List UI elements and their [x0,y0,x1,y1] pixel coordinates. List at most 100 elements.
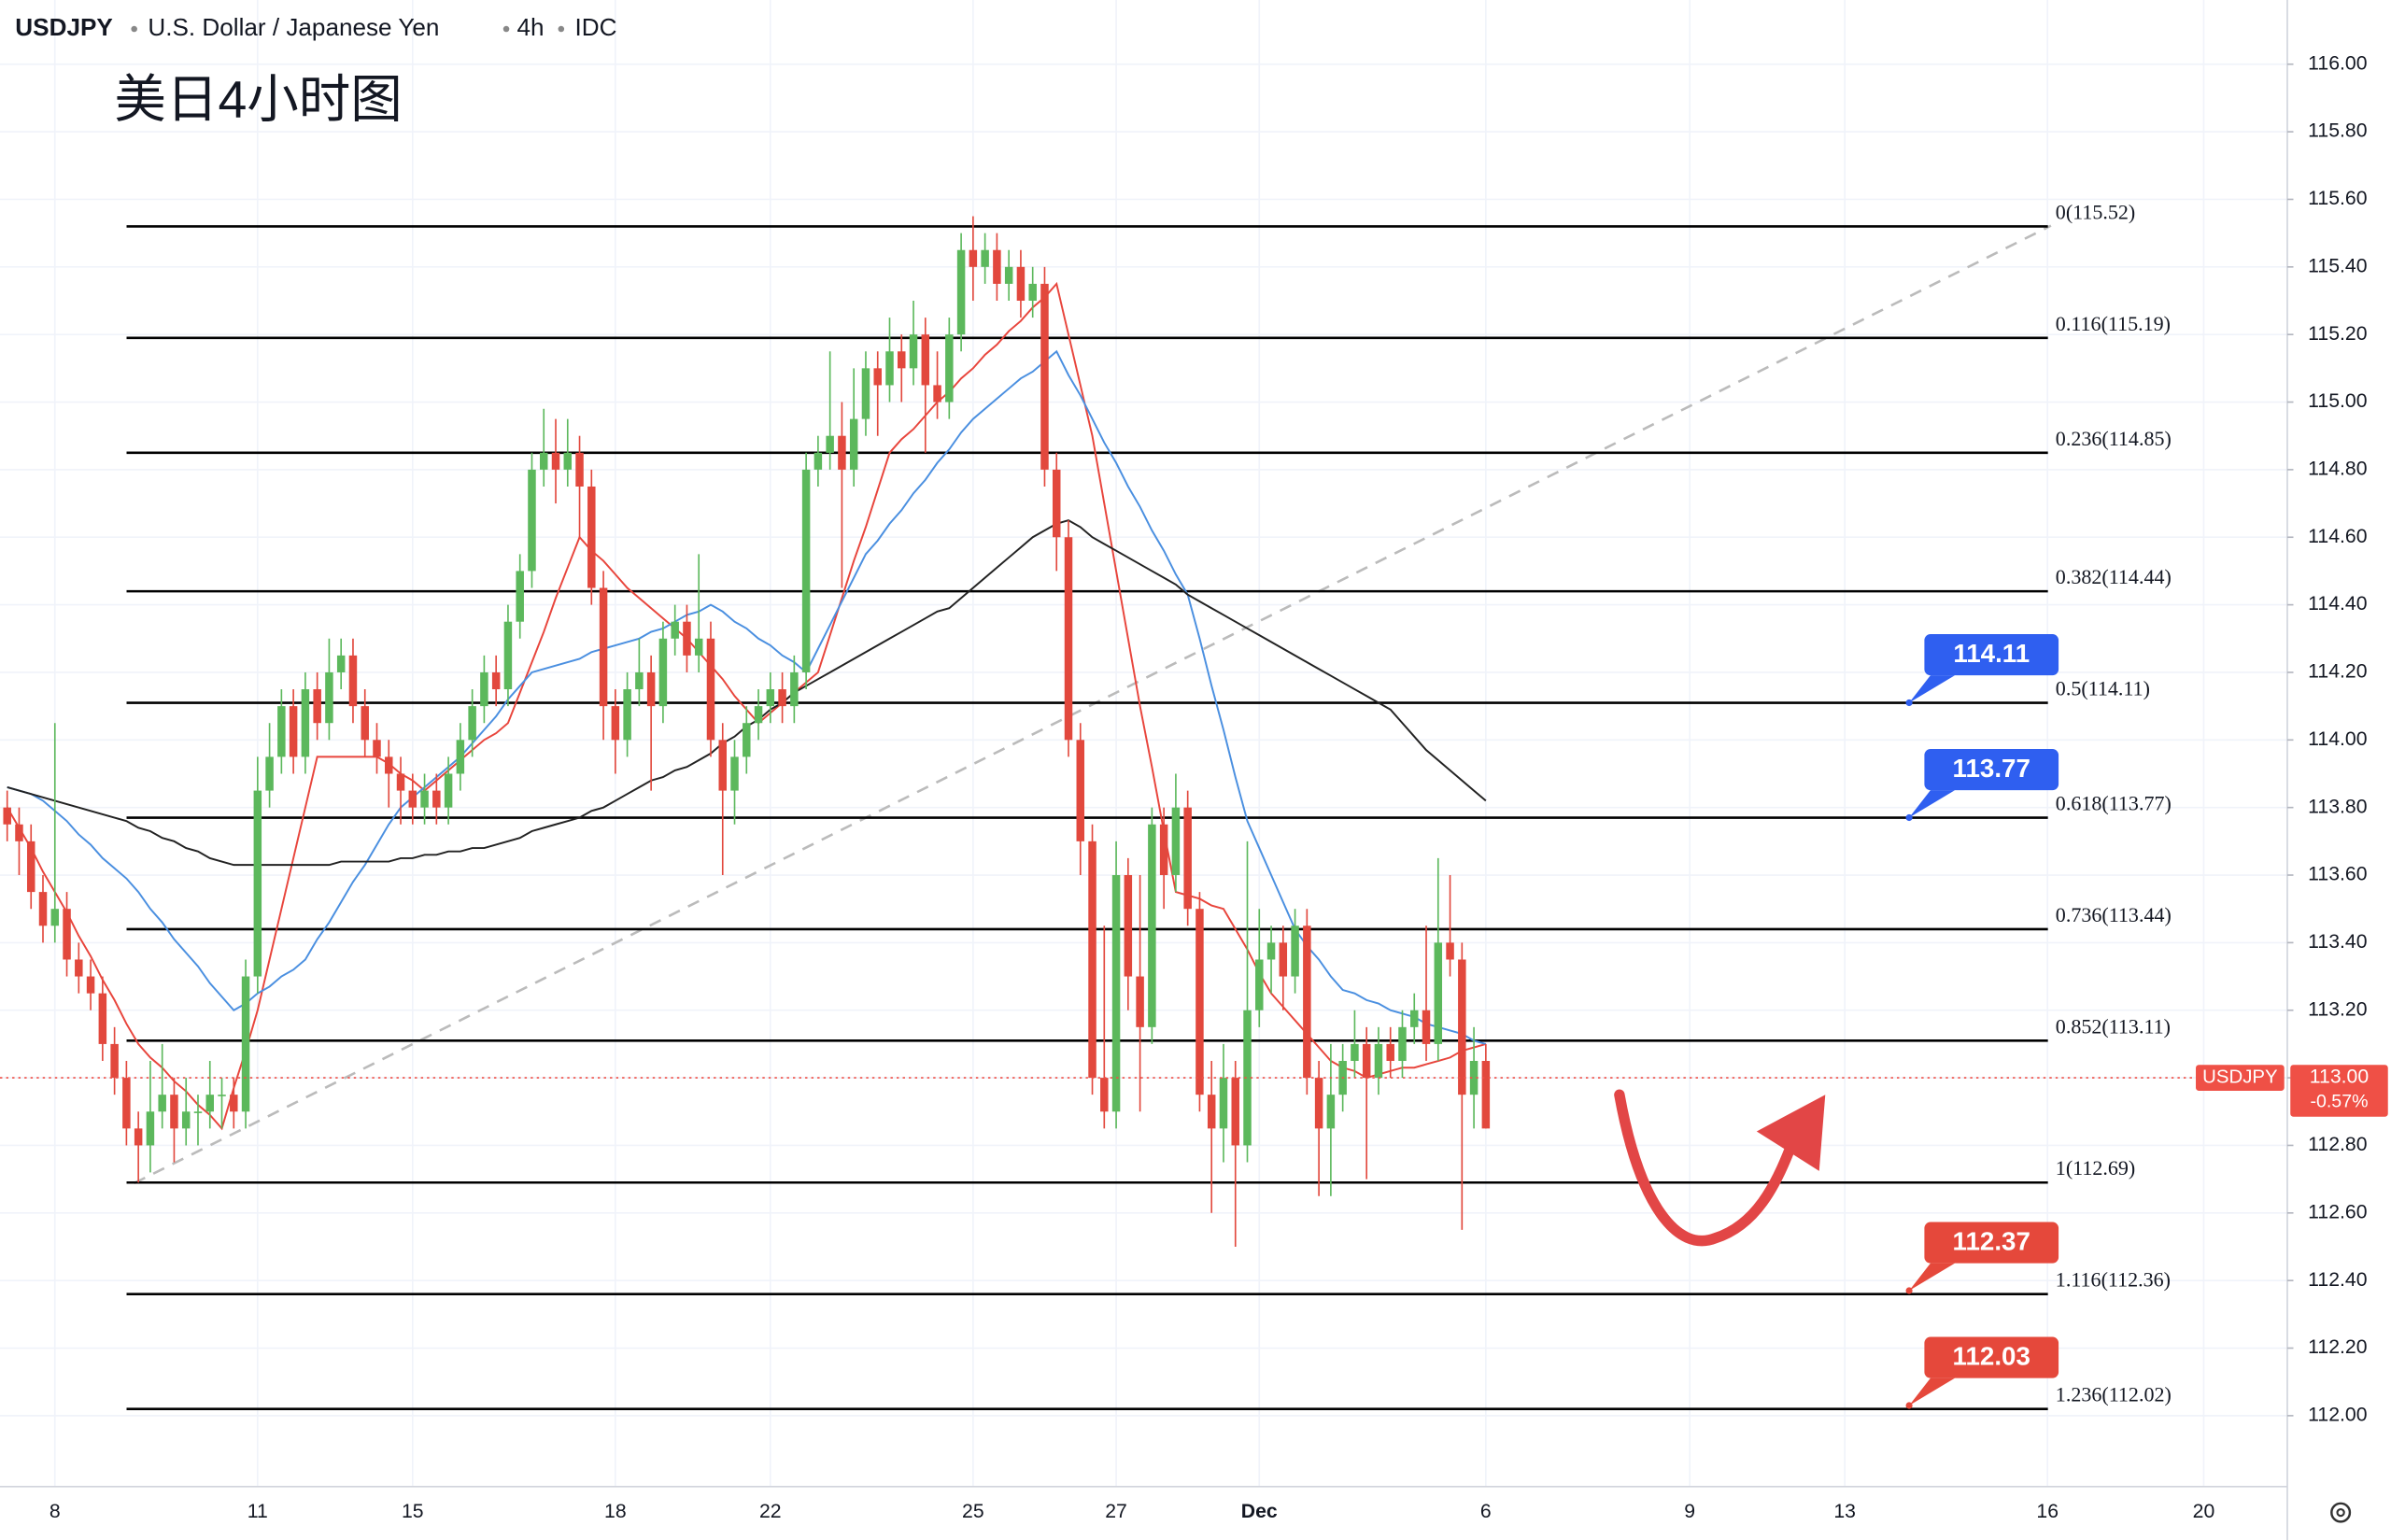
y-tick-label: 113.80 [2308,796,2367,817]
gear-ring[interactable] [2330,1502,2352,1523]
candle-body [444,773,453,808]
candle-body [313,689,321,724]
candle-body [1076,740,1085,841]
y-tick-label: 113.20 [2308,998,2367,1020]
candle-body [1196,909,1204,1095]
candle-body [1469,1061,1478,1095]
x-tick-label: 15 [402,1501,424,1522]
callout-dot [1905,813,1913,822]
curved-arrow [1614,1089,1802,1247]
y-tick-label: 115.80 [2308,120,2367,142]
candle-body [26,841,35,893]
fib-label: 0.852(113.11) [2056,1014,2171,1038]
candle-body [539,452,548,470]
candle-body [336,655,346,672]
candle-body [503,621,513,690]
candle-body [1016,266,1026,301]
candle-body [1040,283,1049,470]
candle-body [718,740,727,791]
candle-body [491,671,501,690]
last-price-symbol-box [2196,1065,2285,1091]
candle-body [909,334,918,369]
candle-body [1446,942,1454,960]
candle-body [1386,1043,1394,1062]
axes: 112.00 112.20 112.40 112.60 112.80 113.00 113.… [50,52,2368,1522]
settings-icon[interactable] [2330,1502,2352,1523]
candle-body [683,621,691,656]
y-tick-label: 114.40 [2308,593,2367,615]
candle-body [253,790,262,977]
candle-body [587,486,596,588]
candle-body [86,976,95,994]
description: U.S. Dollar / Japanese Yen [148,13,439,41]
candle-body [1434,942,1443,1044]
candle-body [623,689,631,741]
candle-body [1159,824,1168,876]
candle-body [325,671,333,724]
candle-body [348,655,358,707]
last-price-symbol: USDJPY [2202,1067,2278,1087]
x-tick-label: 13 [1833,1501,1856,1522]
candle-body [1124,875,1133,977]
candle-body [730,756,739,791]
symbol: USDJPY [15,13,112,41]
callout-dot [1905,699,1913,707]
y-tick-label: 112.60 [2308,1201,2367,1222]
candle-body [528,469,536,572]
candle-body [1422,1010,1431,1044]
candle-body [981,249,989,267]
candle-body [694,638,703,656]
candle-body [122,1078,131,1129]
candle-body [801,469,811,672]
x-tick-label: 18 [604,1501,627,1522]
candle-body [671,621,679,639]
x-tick-label: 16 [2036,1501,2059,1522]
candle-body [563,452,573,470]
candle-body [575,452,584,487]
last-price-change: -0.57% [2310,1091,2368,1111]
candle-body [38,892,48,926]
candle-body [265,756,274,791]
candle-body [1374,1043,1383,1079]
candle-body [743,723,751,757]
candle-body [456,740,465,774]
candle-body [778,689,786,707]
candle-body [921,334,930,386]
y-tick-label: 115.60 [2308,188,2367,209]
candle-body [814,452,823,470]
x-tick-label: 22 [759,1501,782,1522]
candle-body [146,1111,155,1146]
candle-body [1207,1095,1216,1129]
candle-body [1458,959,1466,1095]
candle-body [1004,266,1013,284]
x-tick-label: 27 [1105,1501,1127,1522]
candle-body [1481,1061,1491,1129]
candle-body [599,587,608,707]
gear-hub[interactable] [2336,1507,2345,1518]
candle-body [1052,469,1061,538]
candle-body [551,452,560,470]
candle-body [134,1128,143,1146]
candle-body [873,368,882,386]
candle-body [63,909,71,960]
candle-body [766,689,775,707]
candle-body [205,1095,214,1112]
callout-label: 112.37 [1953,1227,2030,1256]
candle-body [98,993,107,1044]
callout-box [1924,749,2059,791]
y-tick-label: 116.00 [2308,52,2367,74]
y-tick-label: 115.40 [2308,255,2367,276]
candle-body [110,1043,119,1079]
separator [558,25,565,33]
y-tick-label: 114.80 [2308,458,2367,479]
candle-body [1136,976,1144,1027]
candle-body [432,790,441,808]
x-tick-label: 8 [50,1501,61,1522]
candle-body [1231,1078,1239,1146]
candle-body [1303,925,1311,1079]
candle-body [658,638,668,707]
candle-body [301,689,310,757]
candle-body [1362,1043,1371,1079]
callout-box [1924,634,2059,676]
fib-label: 0.5(114.11) [2056,677,2150,700]
